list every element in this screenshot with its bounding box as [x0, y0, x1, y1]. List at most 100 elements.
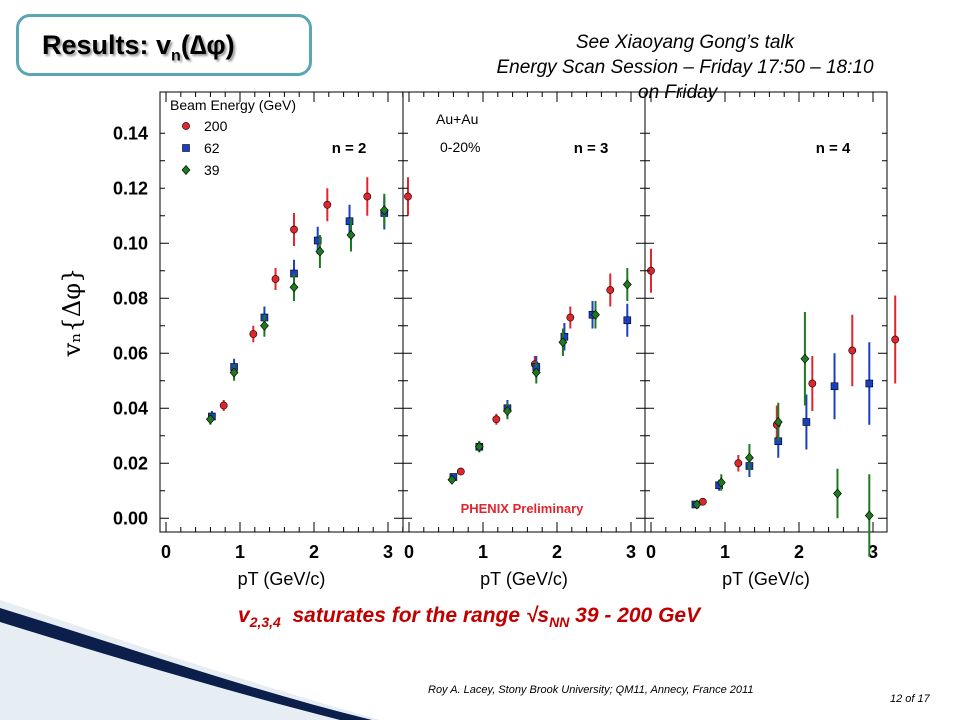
- data-point: [833, 488, 842, 499]
- talk-note-line-1: See Xiaoyang Gong’s talk: [575, 32, 795, 53]
- conclusion-mid: saturates for the range √s: [280, 604, 550, 627]
- y-tick-label: 0.02: [113, 453, 148, 473]
- x-axis-label: pT (GeV/c): [480, 569, 568, 589]
- legend-label-39: 39: [204, 162, 220, 178]
- data-point: [492, 415, 501, 424]
- x-tick-label: 0: [404, 542, 414, 562]
- y-tick-label: 0.14: [113, 123, 148, 143]
- x-tick-label: 3: [868, 542, 878, 562]
- y-tick-label: 0.00: [113, 508, 148, 528]
- talk-note: See Xiaoyang Gong’s talk Energy Scan Ses…: [420, 30, 950, 105]
- legend-label-62: 62: [204, 140, 220, 156]
- legend: Beam Energy (GeV) 200 62 39: [170, 97, 296, 178]
- legend-marker-200: [182, 122, 190, 130]
- annotation-centrality: 0-20%: [440, 139, 480, 155]
- talk-note-line-2: Energy Scan Session – Friday 17:50 – 18:…: [496, 57, 874, 78]
- data-point: [692, 499, 702, 510]
- data-point: [864, 510, 874, 521]
- panel-label: n = 2: [332, 140, 367, 157]
- data-point: [346, 230, 356, 240]
- data-point: [848, 346, 857, 355]
- panel-3: 0 1 2 3 pT (GeV/c) n = 4: [644, 91, 900, 589]
- data-point: [591, 309, 600, 320]
- x-tick-label: 1: [235, 542, 245, 562]
- data-point: [315, 246, 325, 257]
- x-tick-label: 2: [552, 542, 562, 562]
- data-point: [260, 320, 269, 331]
- data-point: [313, 236, 322, 245]
- decorative-swoosh: [0, 600, 380, 720]
- series-39: [205, 193, 389, 425]
- y-tick-label: 0.04: [113, 398, 148, 418]
- series-39: [447, 268, 632, 485]
- series-62: [449, 301, 632, 481]
- data-point: [716, 477, 726, 488]
- x-tick-label: 1: [720, 542, 730, 562]
- series-39: [692, 312, 874, 557]
- annotation-preliminary: PHENIX Preliminary: [461, 501, 585, 516]
- data-point: [734, 459, 743, 468]
- x-tick-label: 2: [794, 542, 804, 562]
- data-point: [606, 286, 615, 294]
- data-point: [379, 205, 389, 216]
- data-point: [622, 279, 632, 290]
- slide-title: Results: vn(∆φ): [42, 30, 235, 65]
- x-tick-label: 3: [626, 542, 636, 562]
- title-box: [16, 14, 312, 76]
- conclusion-sub: 2,3,4: [249, 614, 281, 631]
- y-tick-label: 0.06: [113, 343, 148, 363]
- data-point: [447, 474, 457, 485]
- x-axis-label: pT (GeV/c): [238, 569, 326, 589]
- x-tick-label: 0: [161, 542, 171, 562]
- data-point: [808, 379, 817, 388]
- legend-title: Beam Energy (GeV): [170, 97, 296, 113]
- x-tick-label: 1: [478, 542, 488, 562]
- data-point: [802, 418, 811, 426]
- panel-2: 0 1 2 3 pT (GeV/c) n = 3: [402, 91, 655, 589]
- panel-frame: [644, 91, 888, 533]
- annotation-system: Au+Au: [436, 111, 478, 127]
- data-point: [773, 417, 783, 427]
- data-point: [271, 275, 280, 283]
- series-200: [219, 177, 412, 411]
- x-axis-label: pT (GeV/c): [722, 569, 810, 589]
- x-tick-label: 0: [646, 542, 656, 562]
- data-point: [249, 330, 258, 338]
- title-subscript: n: [171, 47, 181, 65]
- legend-marker-39: [181, 165, 191, 175]
- conclusion-tail: 39 - 200 GeV: [569, 604, 701, 627]
- data-point: [456, 467, 465, 476]
- data-point: [323, 200, 332, 209]
- y-tick-label: 0.12: [113, 178, 148, 198]
- data-point: [229, 367, 239, 378]
- x-tick-label: 3: [383, 542, 393, 562]
- y-tick-label: 0.08: [113, 288, 148, 308]
- data-point: [623, 316, 632, 325]
- legend-label-200: 200: [204, 118, 228, 134]
- data-point: [865, 379, 874, 388]
- data-point: [404, 192, 412, 201]
- page-number: 12 of 17: [890, 693, 930, 705]
- data-point: [219, 401, 228, 410]
- data-point: [830, 382, 839, 391]
- data-point: [566, 313, 575, 322]
- title-tail: (∆φ): [180, 30, 235, 60]
- data-point: [531, 367, 541, 378]
- panel-label: n = 4: [816, 140, 851, 157]
- panel-1: 0 1 2 3 pT (GeV/c) n = 2: [159, 91, 412, 589]
- x-tick-label: 2: [309, 542, 319, 562]
- panel-frame: [402, 91, 646, 533]
- data-point: [345, 217, 354, 226]
- conclusion-text: v2,3,4 saturates for the range √sNN 39 -…: [238, 604, 701, 631]
- data-point: [205, 414, 215, 425]
- panel-frame: [159, 91, 404, 533]
- data-point: [558, 337, 568, 348]
- y-axis-label: vₙ{Δφ}: [58, 268, 86, 358]
- data-point: [474, 441, 484, 452]
- panel-label: n = 3: [574, 140, 609, 157]
- data-point: [290, 225, 298, 234]
- footer-credit: Roy A. Lacey, Stony Brook University; QM…: [428, 684, 754, 696]
- conclusion-sub2: NN: [549, 614, 570, 631]
- data-point: [363, 192, 372, 201]
